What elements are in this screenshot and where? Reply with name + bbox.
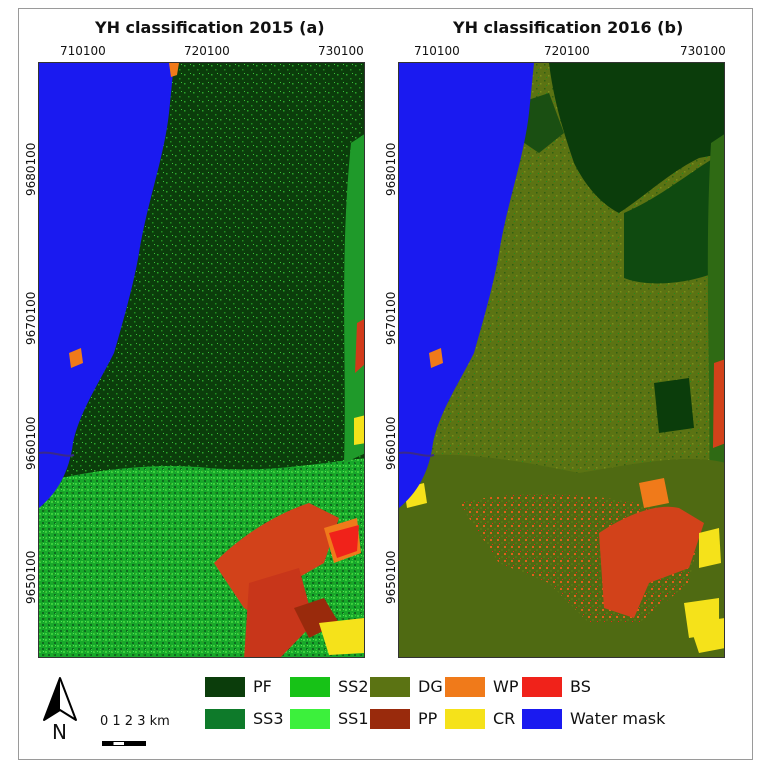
panel-b-x-tick-2: 720100: [544, 44, 590, 58]
panel-b-wp-coast: [429, 348, 443, 368]
legend-swatch: [445, 677, 485, 697]
panel-b-y-tick-1: 9680100: [384, 142, 398, 196]
panel-b-title: YH classification 2016 (b): [453, 18, 684, 37]
panel-b-pf-north: [549, 63, 724, 213]
panel-b-cr-patch: [699, 528, 721, 568]
panel-a-x-tick-2: 720100: [184, 44, 230, 58]
legend-swatch: [370, 709, 410, 729]
panel-a-bs-patch: [329, 525, 359, 558]
legend-swatch: [290, 709, 330, 729]
legend-label: Water mask: [570, 709, 666, 728]
north-arrow-icon: [43, 677, 77, 721]
figure-frame: [18, 8, 753, 760]
panel-a-bs-cluster: [214, 503, 339, 623]
panel-b-water-mask: [399, 63, 534, 508]
panel-b-y-tick-4: 9650100: [384, 550, 398, 604]
legend-label: PF: [253, 677, 272, 696]
legend-label: SS3: [253, 709, 284, 728]
legend-label: SS2: [338, 677, 369, 696]
legend-swatch: [205, 709, 245, 729]
legend-label: SS1: [338, 709, 369, 728]
legend-swatch: [522, 709, 562, 729]
legend-label: BS: [570, 677, 591, 696]
panel-a-y-tick-4: 9650100: [24, 550, 38, 604]
panel-a-cr-patch: [319, 618, 364, 655]
panel-b-x-tick-1: 710100: [414, 44, 460, 58]
legend-swatch: [290, 677, 330, 697]
panel-a-x-tick-1: 710100: [60, 44, 106, 58]
panel-b-map: [398, 62, 725, 658]
panel-a-east-bs-patch: [355, 319, 364, 373]
north-label: N: [52, 720, 67, 744]
panel-a-y-tick-2: 9670100: [24, 291, 38, 345]
panel-b-pf-east: [624, 158, 714, 284]
legend-swatch: [445, 709, 485, 729]
panel-a-wp-north: [169, 63, 179, 77]
panel-a-wp-coast: [69, 348, 83, 368]
legend-swatch: [370, 677, 410, 697]
legend-swatch: [205, 677, 245, 697]
legend-label: WP: [493, 677, 519, 696]
north-arrow: N: [36, 676, 84, 748]
panel-b-wp-patch: [639, 478, 669, 508]
panel-b-cr-patch-3: [689, 618, 724, 653]
panel-b-y-tick-3: 9660100: [384, 416, 398, 470]
legend-label: DG: [418, 677, 443, 696]
panel-b-bs-cluster: [599, 506, 704, 618]
panel-a-water-mask: [39, 63, 174, 508]
panel-b-x-tick-3: 730100: [680, 44, 726, 58]
panel-a-river: [39, 451, 75, 457]
panel-b-east-bs-patch: [713, 359, 724, 448]
legend-label: CR: [493, 709, 516, 728]
panel-a-east-strip: [344, 134, 364, 463]
legend-label: PP: [418, 709, 438, 728]
legend-swatch: [522, 677, 562, 697]
panel-b-river: [399, 451, 435, 457]
scale-bar: [102, 741, 146, 746]
panel-a-y-tick-3: 9660100: [24, 416, 38, 470]
panel-a-title: YH classification 2015 (a): [95, 18, 325, 37]
panel-a-bs-cluster-2: [244, 568, 314, 657]
panel-a-y-tick-1: 9680100: [24, 142, 38, 196]
panel-b-y-tick-2: 9670100: [384, 291, 398, 345]
panel-b-pf-patch: [654, 378, 694, 433]
panel-a-x-tick-3: 730100: [318, 44, 364, 58]
scale-bar-label: 0 1 2 3 km: [100, 714, 170, 729]
panel-a-cr-patch-2: [354, 415, 364, 445]
panel-a-map: [38, 62, 365, 658]
